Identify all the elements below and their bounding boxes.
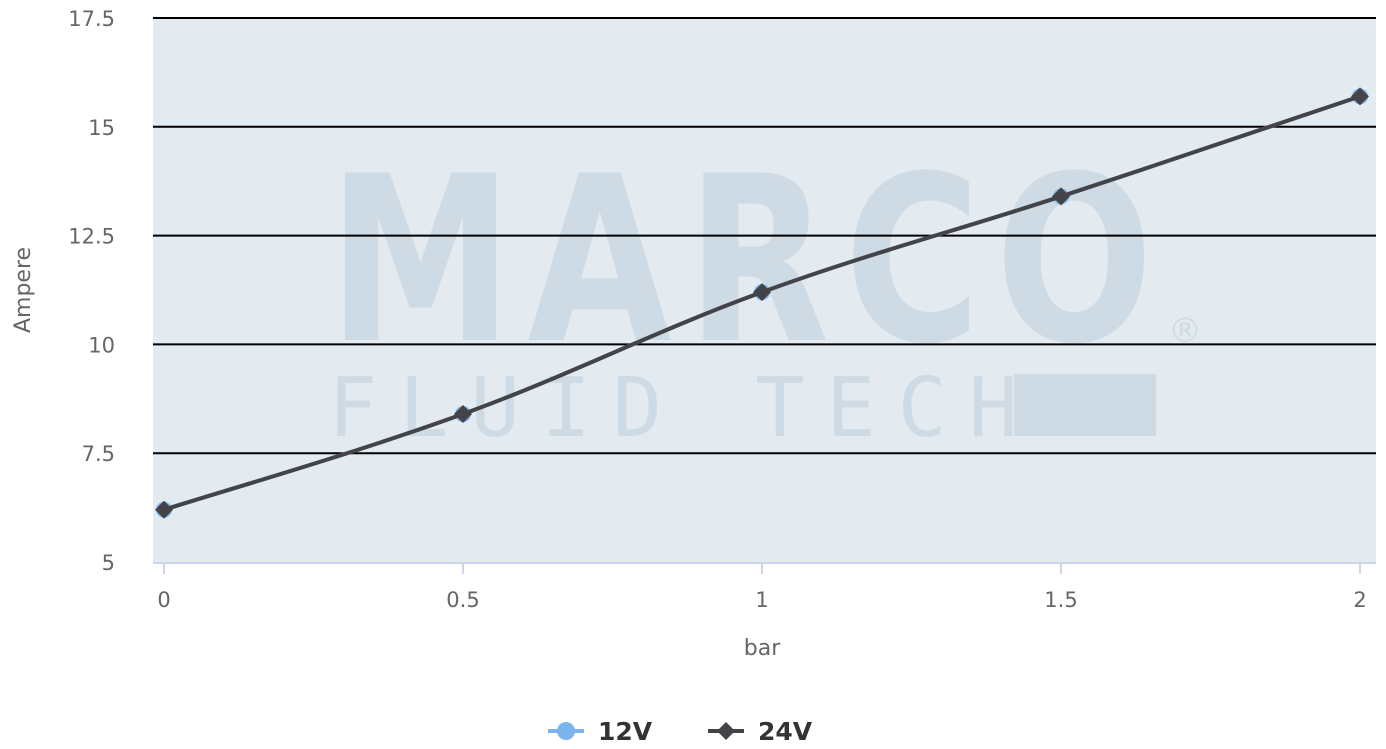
x-tick-label: 0.5 <box>446 588 479 612</box>
x-axis: 0 0.5 1 1.5 2 <box>153 562 1376 612</box>
watermark: MARCO FLUID TECH ® <box>328 128 1202 456</box>
legend-label: 12V <box>598 717 653 746</box>
legend-item: 24V <box>708 717 813 746</box>
data-point <box>454 405 472 424</box>
y-tick-label: 15 <box>88 116 115 140</box>
legend-marker <box>717 722 735 740</box>
x-axis-title: bar <box>744 636 781 661</box>
x-tick-label: 0 <box>157 588 170 612</box>
series <box>155 87 1369 519</box>
series-24V <box>155 87 1369 519</box>
y-axis-tick-labels: 5 7.5 10 12.5 15 17.5 <box>68 7 115 575</box>
data-point <box>753 283 771 302</box>
legend-item: 12V <box>548 717 653 746</box>
data-point <box>1351 87 1369 106</box>
legend-label: 24V <box>758 717 813 746</box>
watermark-block <box>1014 374 1156 436</box>
y-axis-title: Ampere <box>11 247 36 333</box>
y-tick-label: 17.5 <box>68 7 115 31</box>
y-tick-label: 12.5 <box>68 225 115 249</box>
legend: 12V 24V <box>548 717 813 746</box>
data-point <box>155 500 173 519</box>
x-tick-label: 1.5 <box>1044 588 1077 612</box>
data-point <box>1052 187 1070 206</box>
watermark-brand: MARCO <box>328 128 1168 395</box>
y-tick-label: 5 <box>102 551 115 575</box>
x-tick-label: 1 <box>755 588 768 612</box>
y-tick-label: 10 <box>88 333 115 357</box>
x-tick-label: 2 <box>1353 588 1366 612</box>
gridlines <box>153 17 1376 455</box>
legend-marker <box>557 722 575 740</box>
y-tick-label: 7.5 <box>82 442 115 466</box>
